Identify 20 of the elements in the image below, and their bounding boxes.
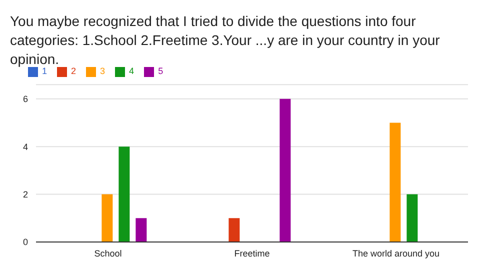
x-tick-label: The world around you [352, 248, 440, 258]
legend-label: 5 [158, 66, 164, 76]
y-tick-label: 4 [22, 142, 28, 152]
x-tick-label: School [94, 248, 122, 258]
y-tick-label: 2 [22, 190, 28, 200]
y-tick-label: 6 [22, 94, 28, 104]
bar [136, 218, 147, 242]
legend-label: 3 [100, 66, 106, 76]
bar [102, 194, 113, 242]
bar [406, 194, 418, 242]
bar [390, 122, 401, 242]
bar [118, 146, 130, 242]
legend-label: 1 [42, 66, 48, 76]
y-tick-label: 0 [22, 237, 28, 248]
bar [280, 98, 291, 242]
chart-title: You maybe recognized that I tried to divide the questions into four categories: 1.School 2.Freetime 3.Your ...y are in your country in your opinion. [9, 12, 441, 67]
legend-label: 4 [129, 66, 134, 76]
legend-label: 2 [71, 66, 76, 76]
bar [228, 218, 240, 242]
x-tick-label: Freetime [234, 248, 270, 258]
